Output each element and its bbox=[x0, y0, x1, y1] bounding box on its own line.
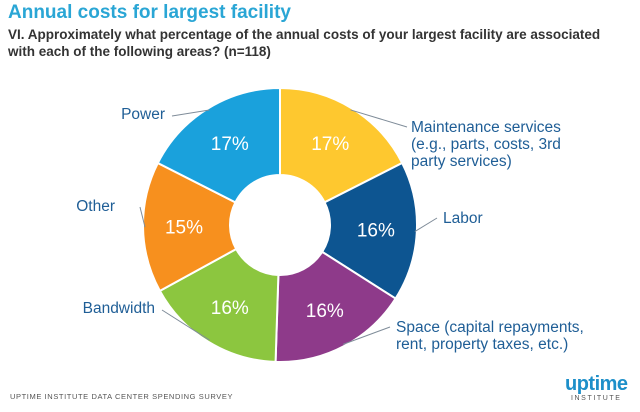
leader-line-4 bbox=[139, 206, 146, 228]
slice-category-label-3: Bandwidth bbox=[83, 300, 155, 317]
logo-subtitle: INSTITUTE bbox=[570, 395, 622, 402]
slice-0 bbox=[279, 86, 404, 204]
slice-category-label-1: Labor bbox=[443, 210, 483, 227]
slice-5 bbox=[156, 86, 281, 204]
leader-line-3 bbox=[161, 309, 210, 341]
slice-2 bbox=[274, 250, 397, 363]
slice-value-label-1: 16% bbox=[357, 221, 395, 242]
slice-value-label-3: 16% bbox=[211, 298, 249, 319]
uptime-logo: uptime INSTITUTE bbox=[565, 374, 628, 403]
slice-4 bbox=[142, 161, 238, 293]
slice-3 bbox=[158, 247, 280, 363]
slice-value-label-5: 17% bbox=[211, 134, 249, 155]
source-footer: UPTIME INSTITUTE DATA CENTER SPENDING SU… bbox=[10, 392, 234, 401]
slice-value-label-0: 17% bbox=[311, 134, 349, 155]
leader-line-0 bbox=[350, 109, 408, 128]
leader-line-1 bbox=[414, 217, 438, 232]
slice-category-label-5: Power bbox=[121, 106, 165, 123]
slice-category-label-4: Other bbox=[76, 198, 115, 215]
slice-category-label-2: Space (capital repayments, rent, property… bbox=[396, 319, 584, 353]
leader-line-2 bbox=[342, 326, 391, 345]
slice-value-label-4: 15% bbox=[165, 218, 203, 239]
logo-wordmark: uptime bbox=[565, 373, 628, 395]
slice-1 bbox=[320, 161, 418, 300]
slice-category-label-0: Maintenance services (e.g., parts, costs,… bbox=[411, 119, 561, 170]
leader-line-5 bbox=[171, 109, 210, 117]
chart-title: Annual costs for largest facility bbox=[8, 2, 291, 23]
slice-value-label-2: 16% bbox=[306, 301, 344, 322]
survey-question: VI. Approximately what percentage of the… bbox=[8, 27, 601, 59]
